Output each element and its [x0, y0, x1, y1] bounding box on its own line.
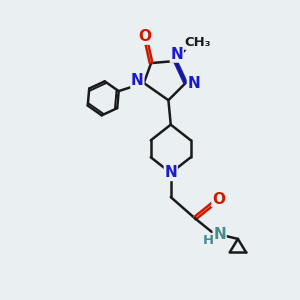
Text: CH₃: CH₃: [185, 36, 211, 49]
Text: N: N: [213, 227, 226, 242]
Text: N: N: [188, 76, 200, 91]
Text: O: O: [212, 192, 225, 207]
Text: N: N: [170, 47, 183, 62]
Text: O: O: [139, 29, 152, 44]
Text: N: N: [131, 73, 144, 88]
Text: N: N: [164, 165, 177, 180]
Text: H: H: [202, 234, 213, 247]
